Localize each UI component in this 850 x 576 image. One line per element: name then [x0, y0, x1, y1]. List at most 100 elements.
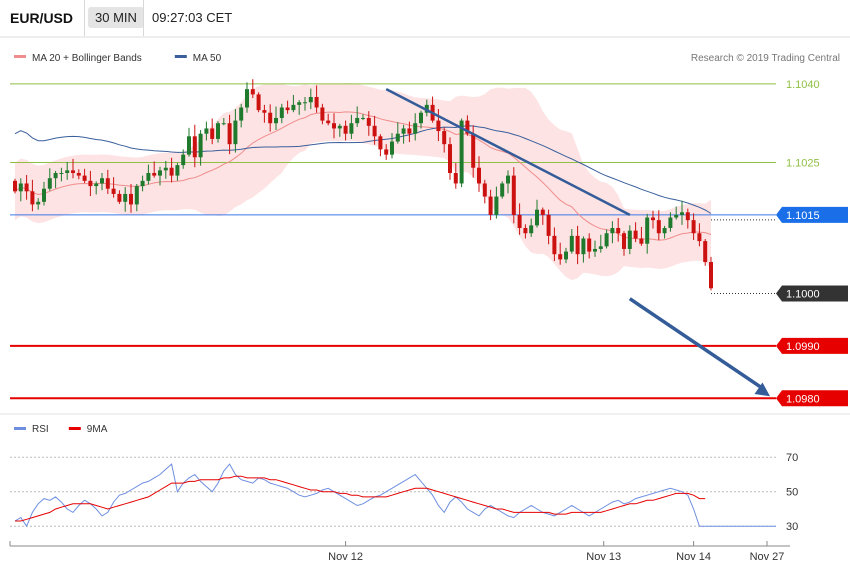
- candle-body: [181, 154, 186, 166]
- candle-body: [523, 228, 528, 234]
- candle-body: [297, 102, 302, 105]
- candle-body: [581, 238, 586, 255]
- candle-body: [546, 214, 551, 236]
- candle-body: [111, 188, 116, 194]
- symbol-label: EUR/USD: [10, 10, 74, 26]
- bollinger-bands: [15, 83, 711, 281]
- candle-body: [268, 112, 273, 124]
- candle-body: [42, 188, 46, 202]
- candle-body: [552, 235, 557, 255]
- candle-body: [308, 97, 313, 103]
- candle-body: [221, 123, 226, 125]
- timeframe-button[interactable]: 30 MIN: [88, 7, 144, 28]
- candle-body: [94, 183, 99, 187]
- candle-body: [709, 262, 713, 289]
- candle-body: [250, 89, 255, 95]
- candle-body: [680, 212, 684, 215]
- candle-body: [343, 125, 348, 134]
- legend-swatch: [14, 55, 26, 58]
- candle-body: [453, 172, 458, 184]
- level-label: 1.0990: [786, 341, 820, 353]
- candle-body: [361, 117, 365, 119]
- candle-body: [390, 141, 394, 155]
- candle-body: [320, 107, 325, 121]
- candle-body: [372, 125, 377, 137]
- price-levels: [10, 83, 776, 400]
- candle-body: [355, 117, 360, 124]
- candle-body: [593, 248, 597, 252]
- candle-body: [332, 123, 336, 129]
- rsi-tick-label: 50: [786, 487, 798, 499]
- candle-body: [117, 193, 122, 202]
- candle-body: [256, 94, 261, 111]
- candle-body: [639, 238, 644, 244]
- candle-body: [140, 180, 145, 187]
- candle-body: [488, 196, 493, 215]
- candle-body: [662, 228, 667, 234]
- rsi-legend: RSI 9MA: [14, 424, 108, 435]
- candle-body: [436, 120, 441, 132]
- candle-body: [500, 183, 505, 197]
- header-divider: [143, 0, 144, 36]
- legend-swatch: [174, 55, 187, 58]
- trendline: [385, 88, 770, 397]
- candle-body: [459, 120, 464, 184]
- level-flag: [776, 337, 848, 354]
- candle-body: [656, 220, 661, 234]
- price-legend: MA 20 + Bollinger Bands MA 50: [14, 53, 222, 64]
- candle-body: [564, 251, 568, 260]
- rsi-series-rsi: [14, 463, 706, 528]
- candle-body: [448, 144, 452, 173]
- candle-body: [233, 120, 238, 145]
- candle-body: [262, 110, 267, 113]
- candle-body: [239, 107, 244, 121]
- candle-body: [175, 165, 180, 176]
- candle-body: [198, 133, 203, 158]
- candle-body: [575, 235, 580, 255]
- candle-body: [187, 136, 191, 155]
- level-label: 1.1000: [786, 288, 820, 300]
- candle-body: [65, 170, 70, 173]
- legend-label: MA 20 + Bollinger Bands: [32, 53, 142, 64]
- x-tick-label: Nov 27: [750, 551, 785, 563]
- candle-body: [407, 128, 412, 134]
- x-tick-label: Nov 12: [328, 551, 363, 563]
- candle-body: [685, 212, 690, 221]
- candle-body: [59, 172, 64, 174]
- candle-body: [291, 104, 296, 111]
- level-label: 1.1025: [786, 158, 820, 170]
- candle-body: [477, 167, 481, 184]
- timestamp-label: 09:27:03 CET: [152, 10, 233, 25]
- candle-body: [88, 180, 93, 187]
- candle-body: [529, 225, 534, 234]
- candle-body: [163, 167, 168, 171]
- candle-body: [569, 235, 574, 252]
- candle-body: [216, 123, 220, 139]
- candle-body: [506, 175, 510, 184]
- candle-body: [482, 183, 487, 197]
- x-tick-label: Nov 14: [676, 551, 711, 563]
- candle-body: [245, 89, 249, 108]
- candle-body: [53, 172, 58, 179]
- candle-body: [71, 170, 75, 173]
- candle-body: [610, 228, 615, 234]
- level-flag: [776, 390, 848, 407]
- candle-body: [210, 128, 215, 139]
- candle-body: [401, 128, 406, 134]
- candle-body: [442, 131, 447, 145]
- candle-body: [13, 180, 17, 192]
- candle-body: [285, 107, 290, 111]
- candle-body: [419, 112, 423, 124]
- candle-body: [105, 178, 110, 189]
- legend-label: 9MA: [87, 424, 108, 435]
- candle-body: [24, 183, 29, 192]
- candle-body: [76, 172, 81, 176]
- level-label: 1.1015: [786, 210, 820, 222]
- candle-body: [274, 117, 278, 124]
- level-label: 1.0980: [786, 393, 820, 405]
- candle-body: [703, 241, 708, 263]
- level-flag: [776, 206, 848, 223]
- candle-body: [604, 233, 609, 247]
- candle-body: [314, 97, 319, 108]
- rsi-panel: 30 50 70: [10, 452, 798, 533]
